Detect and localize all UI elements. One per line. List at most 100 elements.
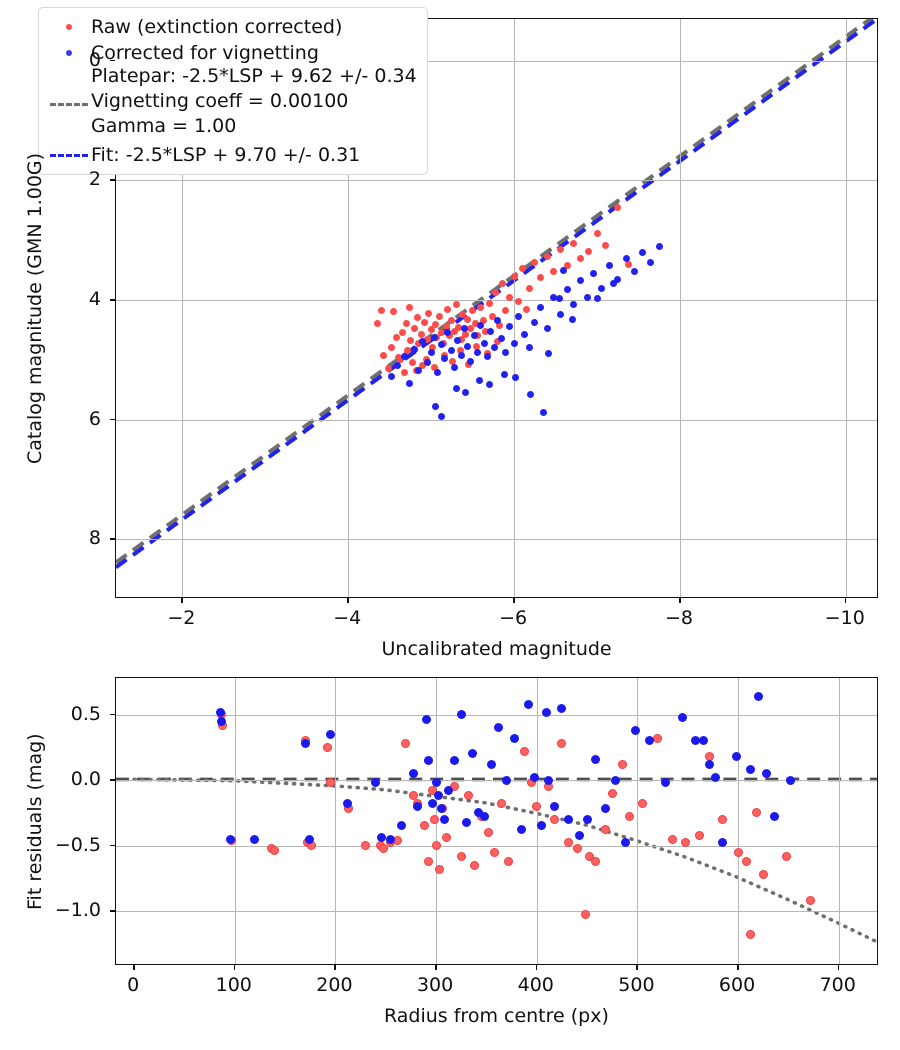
residual-point [217, 716, 227, 726]
residual-point [431, 778, 441, 788]
y-tick [110, 844, 115, 847]
residual-point [456, 851, 466, 861]
residual-point [250, 834, 260, 844]
residual-point [617, 759, 627, 769]
x-tick [844, 598, 847, 603]
legend-entry: Platepar: -2.5*LSP + 9.62 +/- 0.34 Vigne… [47, 66, 417, 142]
residual-plot-canvas [116, 678, 877, 964]
scatter-point [452, 301, 460, 309]
residual-point [409, 769, 419, 779]
residual-point [520, 746, 530, 756]
scatter-point [434, 369, 442, 377]
scatter-point [464, 361, 472, 369]
y-tick-label: −0.5 [54, 833, 101, 856]
residual-point [785, 775, 795, 785]
scatter-point [466, 325, 474, 333]
residual-point [557, 703, 567, 713]
scatter-point [655, 242, 663, 250]
residual-point [705, 759, 715, 769]
scatter-point [495, 322, 503, 330]
scatter-point [437, 413, 445, 421]
residual-point [300, 738, 310, 748]
scatter-point [459, 311, 467, 319]
residual-point [741, 856, 751, 866]
scatter-point [409, 359, 417, 367]
scatter-point [492, 289, 500, 297]
x-tick [737, 965, 739, 970]
scatter-point [557, 245, 565, 253]
x-tick-label: 600 [718, 974, 756, 996]
scatter-point [514, 313, 522, 321]
scatter-point [576, 254, 584, 262]
scatter-point [510, 272, 518, 280]
scatter-point [537, 303, 545, 311]
gridline-vertical [845, 19, 847, 597]
scatter-point [373, 320, 381, 328]
residual-point [269, 846, 279, 856]
residual-point [427, 799, 437, 809]
y-tick-label: 2 [88, 168, 101, 191]
residual-point [434, 864, 444, 874]
scatter-point [467, 357, 475, 365]
scatter-point [622, 254, 630, 262]
scatter-point [413, 314, 421, 322]
gray-dashed-line-icon [47, 66, 91, 142]
y-tick-label: 6 [88, 407, 101, 430]
scatter-point [625, 260, 633, 268]
scatter-point [647, 259, 655, 267]
gridline-horizontal [116, 539, 877, 541]
residual-point [537, 821, 547, 831]
residual-point [582, 814, 592, 824]
residual-point [325, 778, 335, 788]
gridline-horizontal [116, 300, 877, 302]
scatter-point [470, 332, 478, 340]
gridline-horizontal [116, 60, 877, 62]
residual-point [610, 775, 620, 785]
legend-label: Platepar: -2.5*LSP + 9.62 +/- 0.34 [91, 64, 417, 87]
scatter-point [457, 335, 465, 343]
residual-point [502, 775, 512, 785]
scatter-point [427, 349, 435, 357]
scatter-point [456, 347, 464, 355]
y-tick [110, 538, 115, 540]
residual-point [371, 778, 381, 788]
residual-point [469, 860, 479, 870]
residual-point [431, 841, 441, 851]
x-tick [347, 598, 349, 603]
scatter-point [543, 325, 551, 333]
residual-point [421, 715, 431, 725]
scatter-point [464, 343, 472, 351]
scatter-point [419, 362, 427, 370]
scatter-point [560, 266, 568, 274]
residual-point [580, 910, 590, 920]
residual-point [600, 825, 610, 835]
residual-point [572, 843, 582, 853]
scatter-point [437, 329, 445, 337]
residual-point [443, 786, 453, 796]
scatter-point [494, 338, 501, 346]
scatter-point [447, 347, 455, 355]
residual-point [304, 834, 314, 844]
scatter-point [590, 269, 598, 277]
scatter-point [406, 380, 414, 388]
residual-point [644, 736, 654, 746]
residual-point [733, 847, 743, 857]
residual-point [494, 723, 503, 733]
scatter-point [399, 329, 407, 337]
scatter-point [570, 239, 578, 247]
scatter-point [425, 309, 433, 317]
scatter-point [518, 265, 526, 273]
residual-point [637, 799, 647, 809]
gridline-horizontal [116, 419, 877, 421]
residual-point [386, 834, 396, 844]
scatter-point [502, 307, 510, 315]
scatter-point [498, 335, 506, 343]
x-tick [837, 965, 840, 970]
residual-point [524, 699, 534, 709]
scatter-point [610, 279, 618, 287]
y-tick-label: 0.0 [70, 768, 101, 791]
scatter-point [514, 297, 522, 305]
residual-point [486, 759, 496, 769]
residual-point [564, 814, 574, 824]
residual-point [413, 801, 423, 811]
